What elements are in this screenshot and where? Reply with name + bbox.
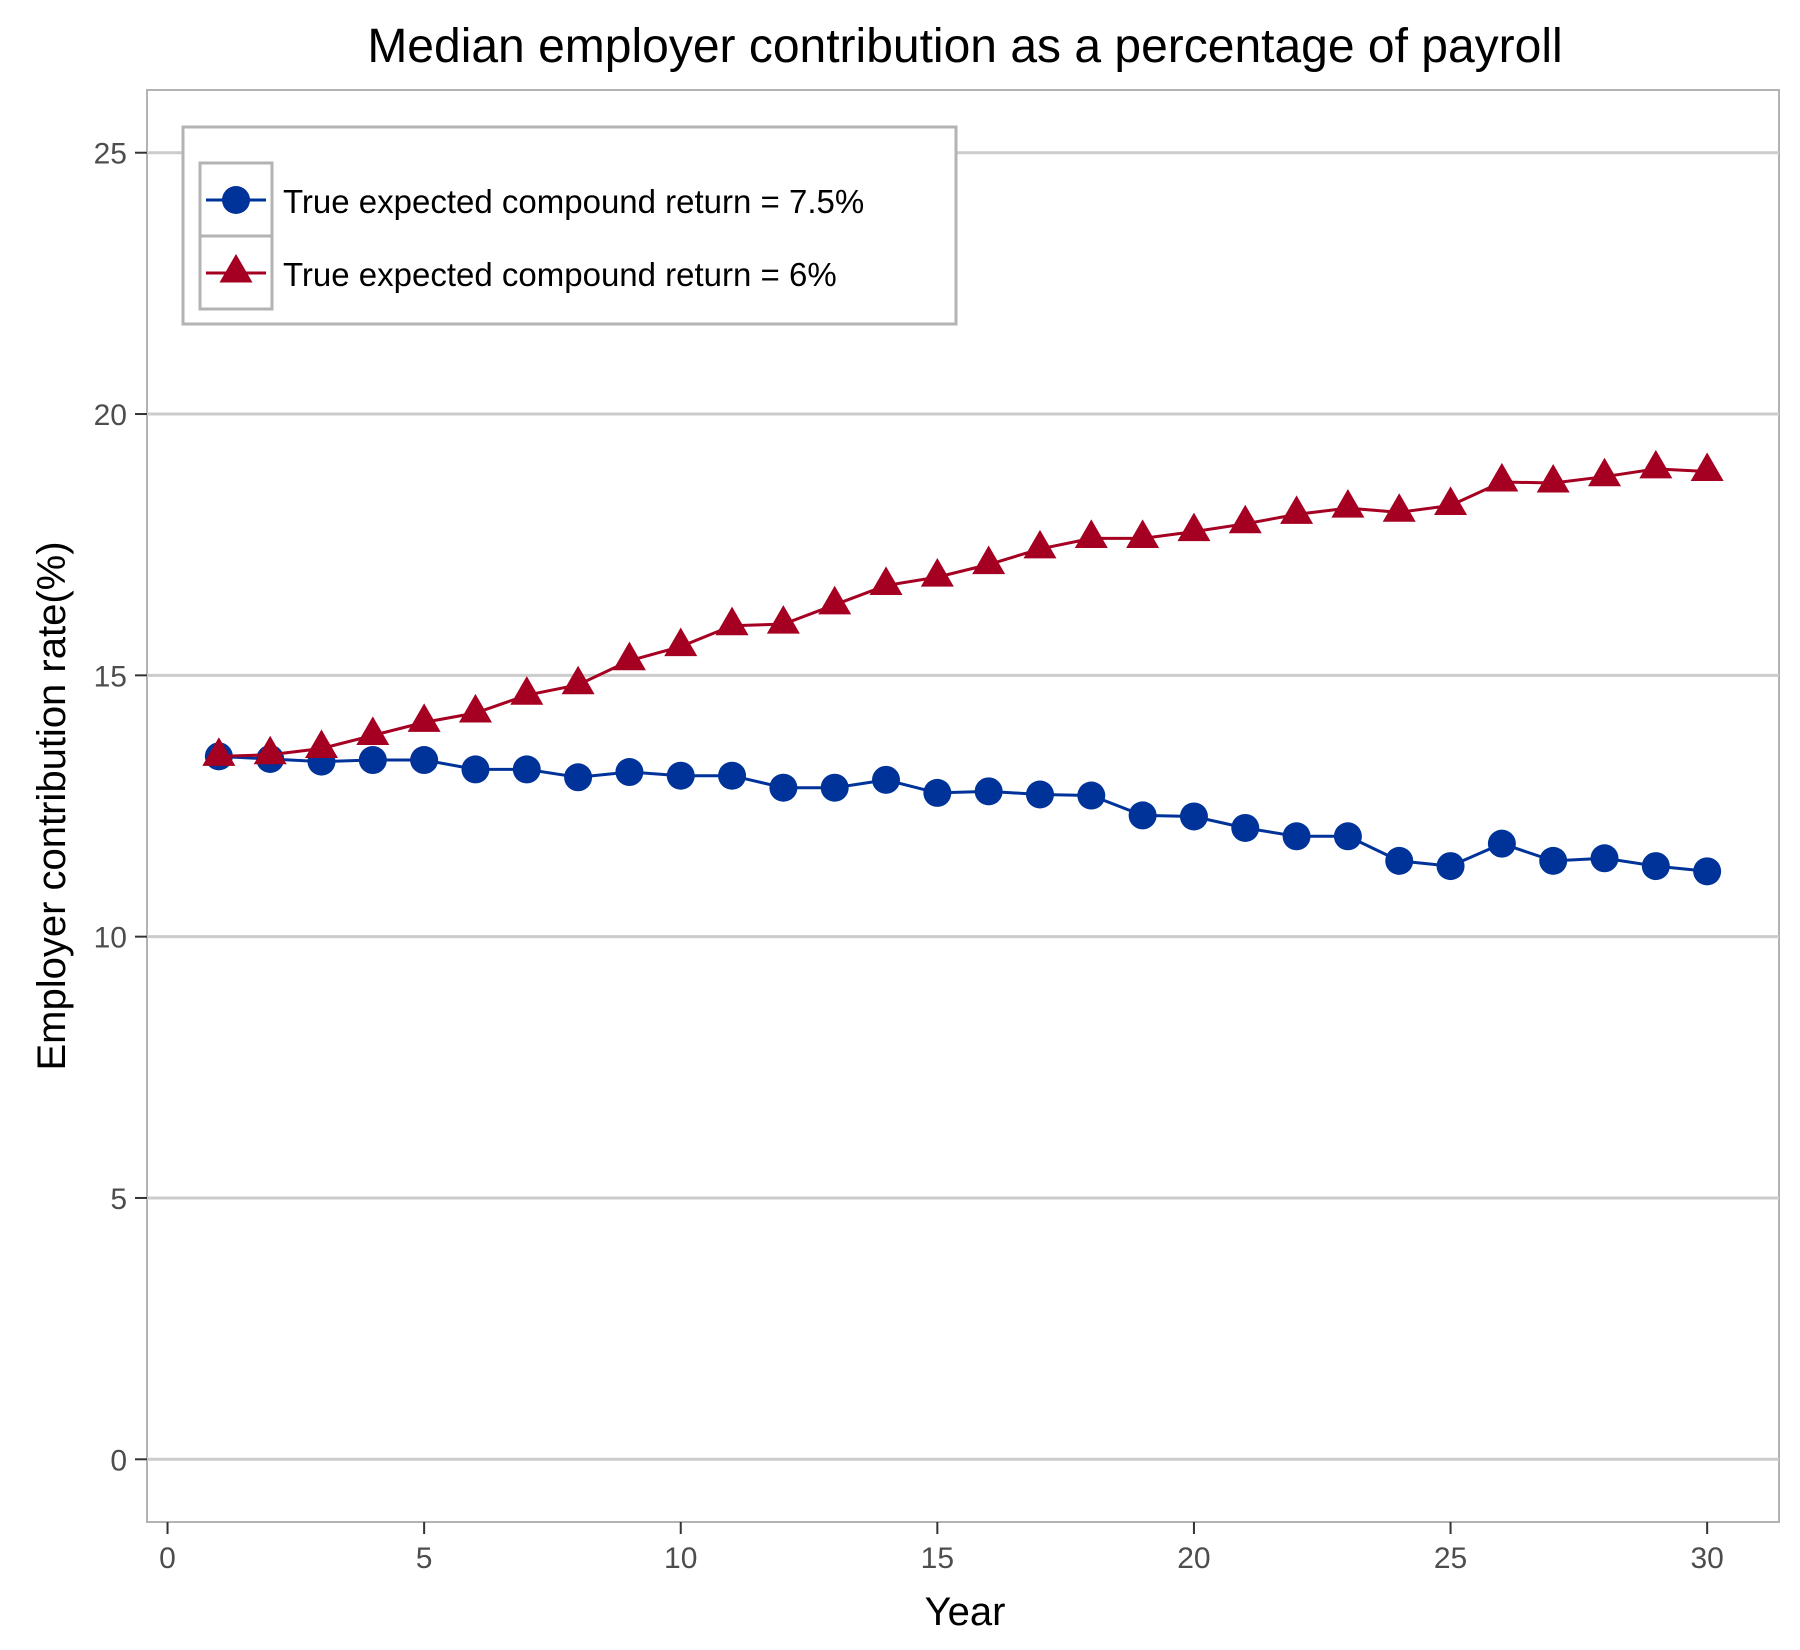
data-point bbox=[304, 729, 338, 759]
data-point bbox=[1280, 495, 1314, 524]
data-point bbox=[512, 755, 541, 784]
data-point bbox=[1639, 449, 1673, 479]
x-tick-label: 25 bbox=[1434, 1542, 1467, 1575]
data-point bbox=[1588, 457, 1622, 487]
y-tick-label: 0 bbox=[110, 1444, 127, 1477]
data-point bbox=[458, 693, 492, 723]
data-point bbox=[1333, 822, 1362, 851]
data-point bbox=[1693, 857, 1722, 886]
x-tick-label: 0 bbox=[159, 1542, 176, 1575]
data-point bbox=[358, 746, 387, 775]
data-point bbox=[1436, 852, 1465, 881]
data-point bbox=[766, 605, 800, 634]
y-tick-label: 25 bbox=[94, 138, 127, 171]
legend-key-marker bbox=[222, 186, 250, 214]
x-tick-label: 15 bbox=[921, 1542, 954, 1575]
legend-label-series-1: True expected compound return = 7.5% bbox=[283, 183, 864, 220]
legend-key-marker bbox=[219, 253, 253, 283]
data-point bbox=[1074, 519, 1108, 548]
series-layer bbox=[202, 449, 1724, 886]
data-point bbox=[974, 777, 1003, 806]
data-point bbox=[872, 765, 901, 794]
data-point bbox=[1485, 462, 1519, 492]
legend-key-series-2 bbox=[198, 234, 274, 311]
data-point bbox=[1025, 780, 1054, 809]
legend-keys bbox=[198, 161, 274, 311]
data-point bbox=[1179, 802, 1208, 831]
data-point bbox=[615, 758, 644, 787]
y-tick-label: 10 bbox=[94, 922, 127, 955]
x-tick-label: 5 bbox=[416, 1542, 433, 1575]
x-axis-title: Year bbox=[925, 1590, 1006, 1634]
data-point bbox=[664, 627, 698, 657]
data-point bbox=[461, 755, 490, 784]
data-point bbox=[561, 665, 595, 695]
legend-box bbox=[181, 125, 958, 326]
series-2 bbox=[202, 449, 1724, 766]
data-point bbox=[1331, 489, 1365, 518]
y-tick-label: 20 bbox=[94, 399, 127, 432]
plot-panel bbox=[146, 89, 1780, 1523]
data-point bbox=[1077, 781, 1106, 810]
data-point bbox=[1177, 512, 1211, 542]
data-point bbox=[820, 773, 849, 802]
data-point bbox=[1539, 846, 1568, 875]
data-point bbox=[202, 737, 236, 766]
data-point bbox=[1641, 852, 1670, 881]
y-tick-label: 15 bbox=[94, 660, 127, 693]
data-point bbox=[1128, 801, 1157, 830]
data-point bbox=[1126, 519, 1160, 548]
data-point bbox=[1385, 846, 1414, 875]
data-point bbox=[920, 558, 954, 587]
data-point bbox=[718, 761, 747, 790]
data-point bbox=[923, 778, 952, 807]
data-point bbox=[1282, 822, 1311, 851]
data-point bbox=[972, 545, 1006, 575]
data-point bbox=[510, 676, 544, 705]
x-axis: 0 5 10 15 20 25 30 bbox=[159, 1522, 1724, 1575]
data-point bbox=[253, 735, 287, 765]
x-tick-label: 10 bbox=[664, 1542, 697, 1575]
x-tick-label: 20 bbox=[1177, 1542, 1210, 1575]
data-point bbox=[1690, 452, 1724, 482]
data-point bbox=[666, 761, 695, 790]
legend-label-series-2: True expected compound return = 6% bbox=[283, 256, 837, 293]
legend: True expected compound return = 7.5% Tru… bbox=[181, 125, 958, 326]
gridlines bbox=[147, 151, 1779, 1461]
data-point bbox=[1536, 463, 1570, 493]
y-axis: 0 5 10 15 20 25 bbox=[94, 138, 147, 1477]
data-point bbox=[818, 585, 852, 615]
y-tick-label: 5 bbox=[110, 1183, 127, 1216]
data-point bbox=[1434, 486, 1468, 516]
legend-key-series-1 bbox=[198, 161, 274, 238]
data-point bbox=[564, 763, 593, 792]
data-point bbox=[407, 703, 441, 732]
data-point bbox=[410, 746, 439, 775]
y-axis-title: Employer contribution rate(%) bbox=[30, 541, 74, 1070]
data-point bbox=[1023, 529, 1057, 559]
data-point bbox=[612, 641, 646, 671]
x-tick-label: 30 bbox=[1690, 1542, 1723, 1575]
data-point bbox=[1228, 504, 1262, 534]
data-point bbox=[1487, 829, 1516, 858]
data-point bbox=[769, 773, 798, 802]
data-point bbox=[1382, 493, 1416, 522]
data-point bbox=[869, 566, 903, 595]
chart-title: Median employer contribution as a percen… bbox=[367, 20, 1562, 73]
data-point bbox=[715, 606, 749, 636]
data-point bbox=[356, 716, 390, 745]
data-point bbox=[1231, 813, 1260, 842]
data-point bbox=[1590, 844, 1619, 873]
